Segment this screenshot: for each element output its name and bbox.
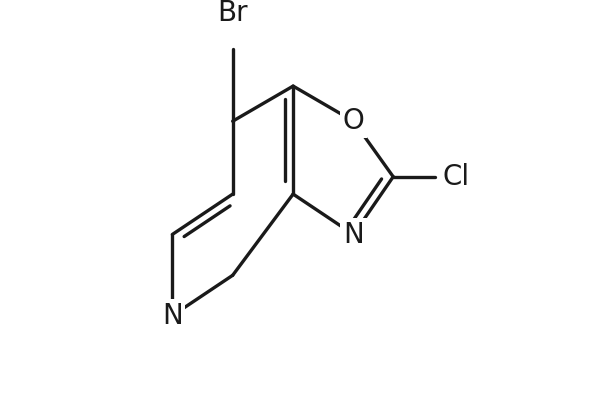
Text: N: N [162, 302, 183, 330]
Text: N: N [343, 220, 364, 248]
Text: O: O [343, 107, 365, 135]
Text: Br: Br [217, 0, 248, 27]
Text: Cl: Cl [442, 163, 470, 191]
